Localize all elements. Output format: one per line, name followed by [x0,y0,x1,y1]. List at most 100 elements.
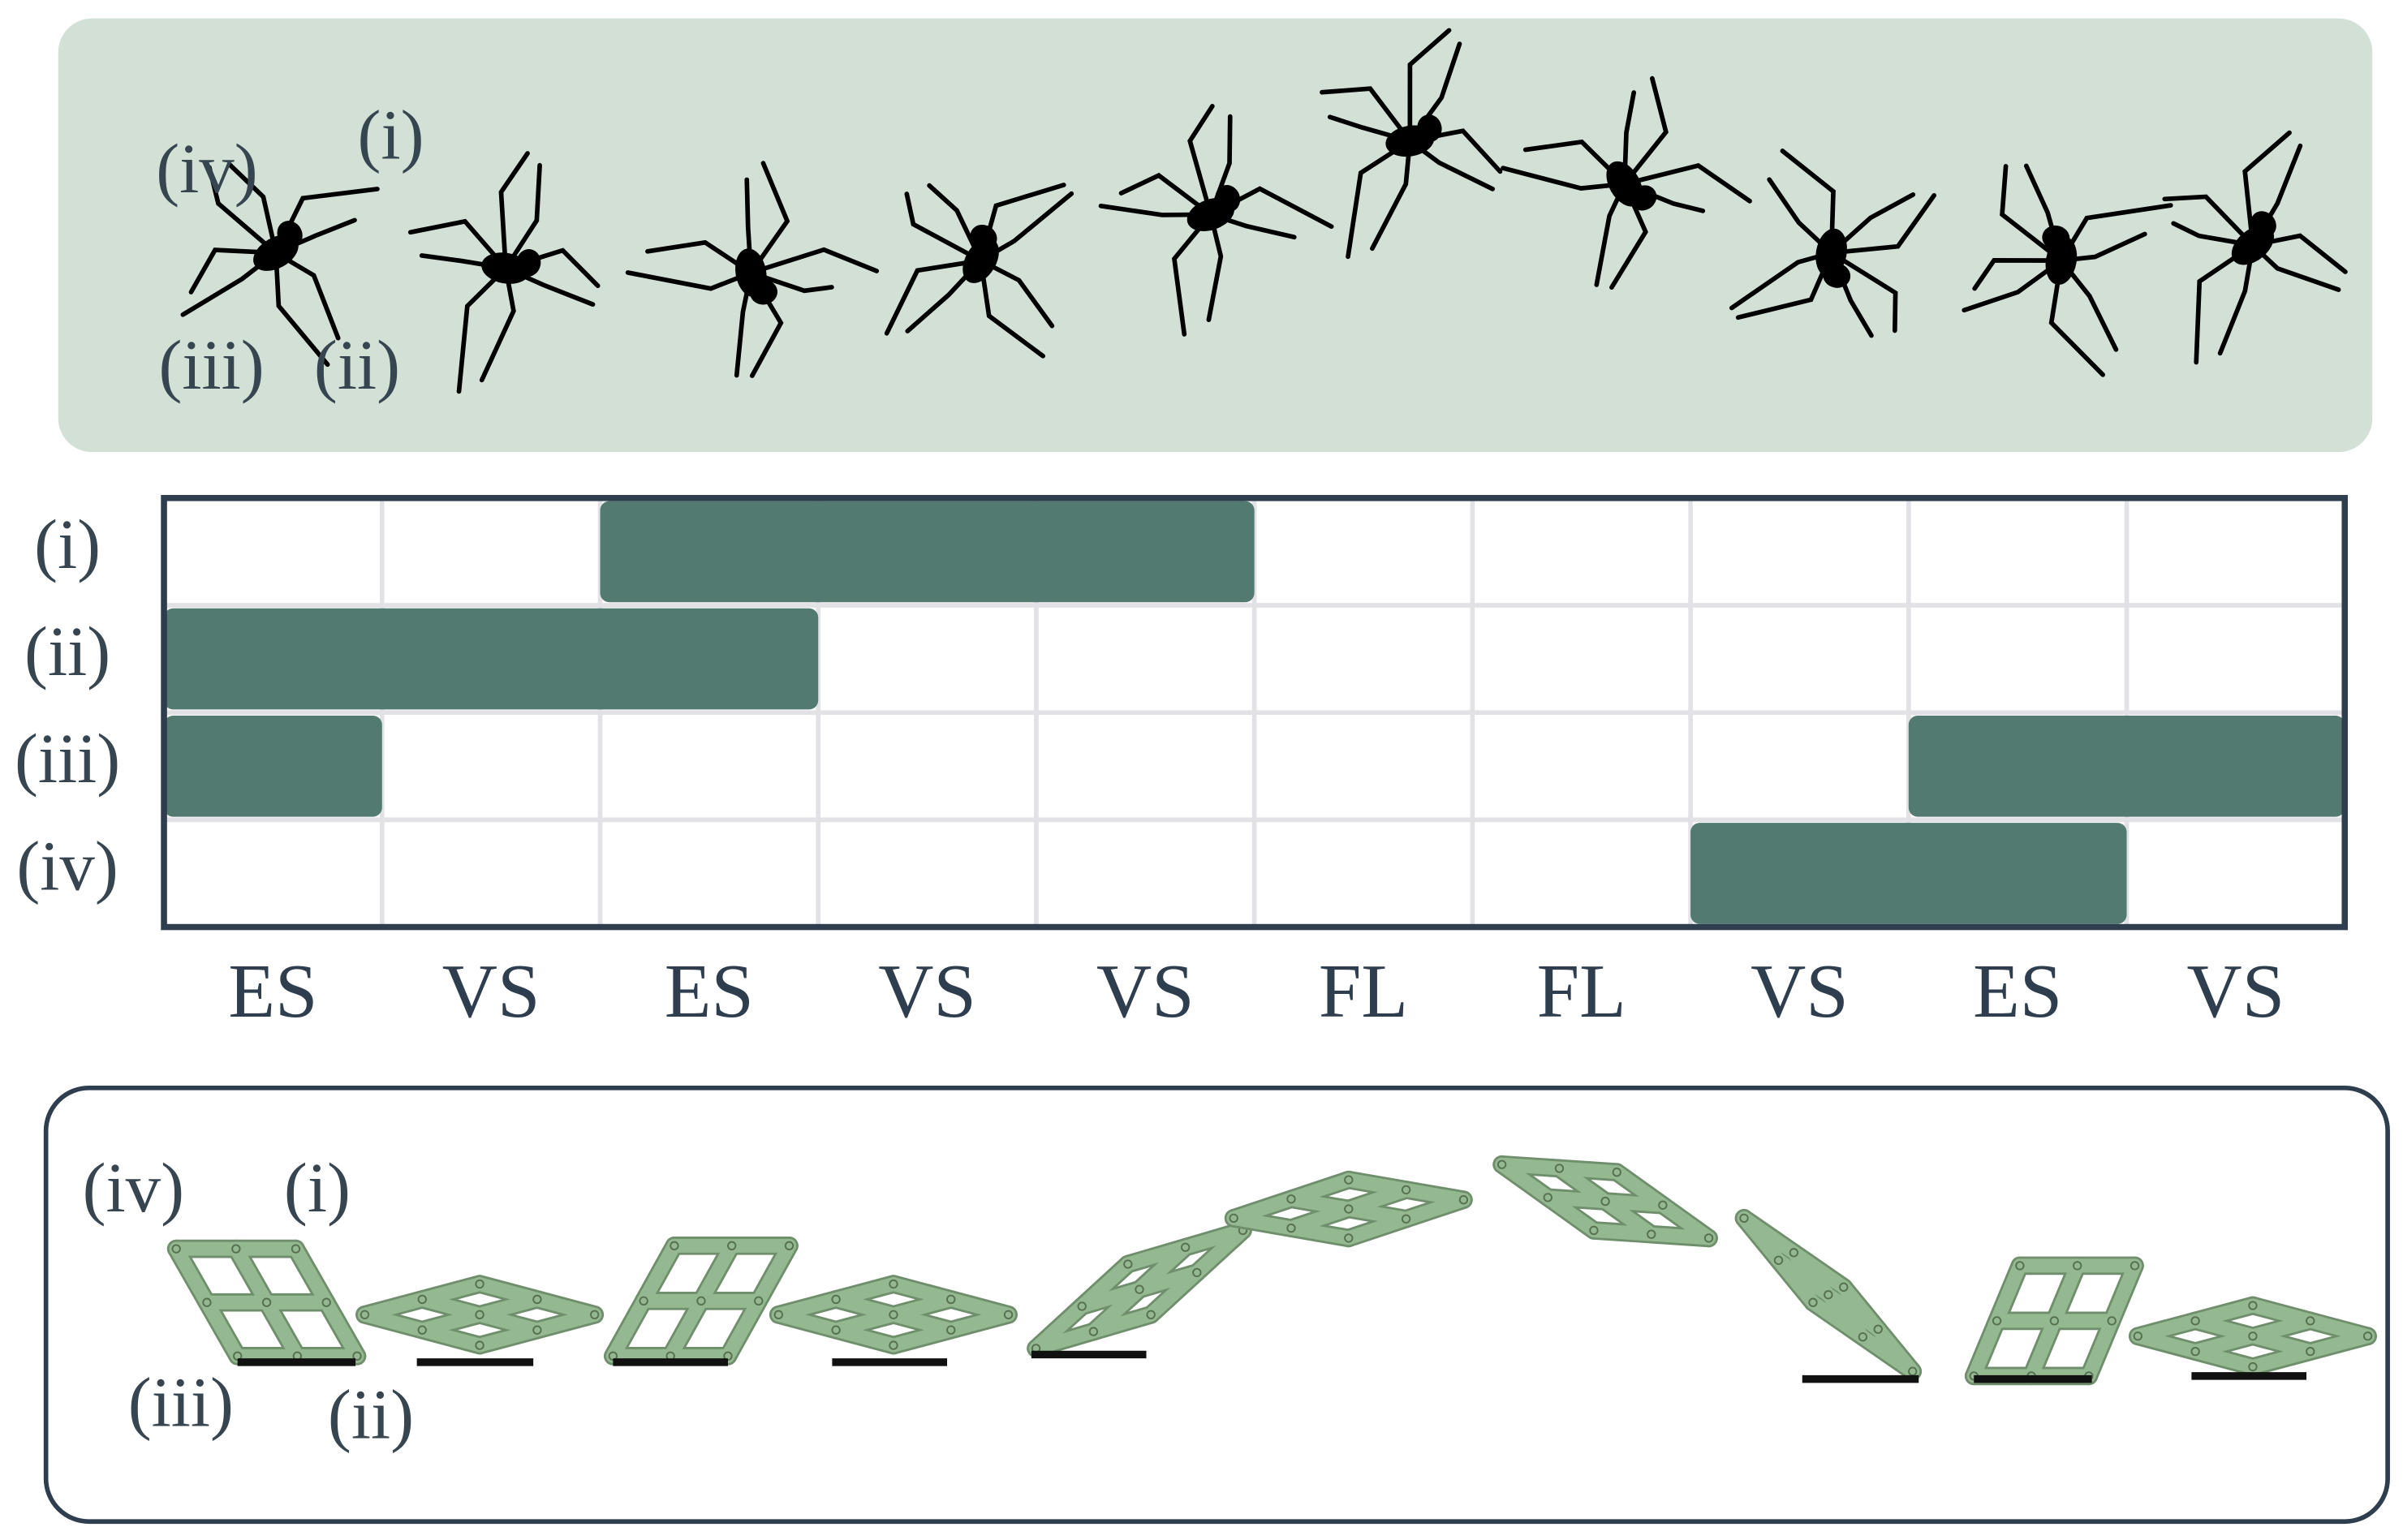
spider-head [1630,185,1657,211]
spider-leg [227,162,278,256]
spider [180,162,380,368]
spider-head [1417,114,1442,143]
spider-leg [1118,172,1213,217]
row-label: (iv) [16,827,118,905]
linkage-panel [43,1086,2390,1525]
phase-label: ES [1973,949,2062,1034]
beam [472,1277,602,1322]
spider [1962,163,2173,377]
joint [1858,1332,1868,1342]
beam [472,1307,602,1353]
stance-bar [600,501,1255,603]
joint [773,1310,783,1319]
joint [475,1279,484,1289]
linkage [1734,1209,1923,1381]
joint [1647,1229,1656,1239]
spider-sequence [180,28,2348,394]
joint [417,1325,427,1335]
joint [360,1310,370,1319]
joint [202,1297,212,1307]
spider [625,161,880,378]
spider-leg [1187,104,1215,217]
diagram-frame [161,495,2349,931]
joint [1146,1310,1156,1319]
joint [475,1340,484,1350]
beam [1284,1192,1414,1226]
linkage [355,1275,605,1355]
joint [1789,1248,1799,1258]
joint [2190,1316,2200,1326]
spider-leg [207,165,278,256]
spider-leg [1828,250,1898,333]
beam [2188,1314,2318,1359]
phase-label: VS [2187,949,2285,1034]
spider [884,183,1074,359]
beam [829,1292,958,1337]
joint [291,1244,301,1254]
stance-bar [164,715,382,817]
joint [2248,1301,2258,1310]
joint [1808,1297,1818,1307]
linkage [2128,1296,2377,1376]
joint [2190,1346,2200,1357]
spider-leg [1621,75,1669,187]
joint [590,1310,600,1319]
joint [1543,1193,1552,1202]
joint [1839,1282,1849,1292]
leg-label: (ii) [314,326,400,404]
leg-label: (iv) [156,130,257,208]
beam [886,1307,1016,1353]
linkage [1224,1170,1473,1248]
row-label: (ii) [24,613,110,690]
joint [1873,1324,1883,1334]
joint [532,1325,542,1335]
joint [946,1294,956,1305]
joint [889,1279,898,1289]
joint [352,1351,362,1361]
beam [1806,1295,1920,1379]
phase-label: ES [228,949,317,1034]
joint [1458,1195,1469,1205]
spider-leg [748,270,834,294]
joint [1088,1327,1099,1336]
spider-leg [1828,192,1937,256]
spider-leg [748,247,880,276]
joint [1589,1225,1599,1236]
linkage [166,1239,367,1366]
linkage [604,1237,799,1366]
joint [1344,1233,1354,1243]
joint [1077,1301,1087,1311]
joint [1123,1259,1133,1269]
phase-label: FL [1319,949,1408,1034]
joint [727,1241,737,1251]
joint [831,1325,841,1335]
beam [2246,1298,2375,1344]
spider-leg [407,218,509,271]
joint [171,1244,181,1254]
phase-label: VS [1096,949,1195,1034]
joint [475,1310,484,1319]
joint [2133,1331,2142,1341]
joint [946,1325,956,1335]
joint [1286,1194,1296,1204]
spider-head [2042,225,2070,251]
joint [1773,1255,1784,1265]
spider-leg [1407,28,1452,144]
phase-label: ES [665,949,754,1034]
joint [1229,1213,1238,1224]
leg-label: (iii) [158,326,264,404]
leg-label: (iv) [83,1149,184,1227]
linkage [1492,1155,1718,1248]
phase-label: FL [1537,949,1626,1034]
joint [1003,1310,1014,1319]
joint [532,1294,542,1305]
beam [1587,1223,1716,1245]
beam [663,1238,739,1363]
joint [1703,1233,1714,1243]
spider-head [970,224,997,251]
beam [2082,1258,2142,1383]
joint [1824,1290,1833,1300]
joint [1496,1159,1507,1169]
phase-label: VS [442,949,540,1034]
spider-leg [498,151,530,271]
